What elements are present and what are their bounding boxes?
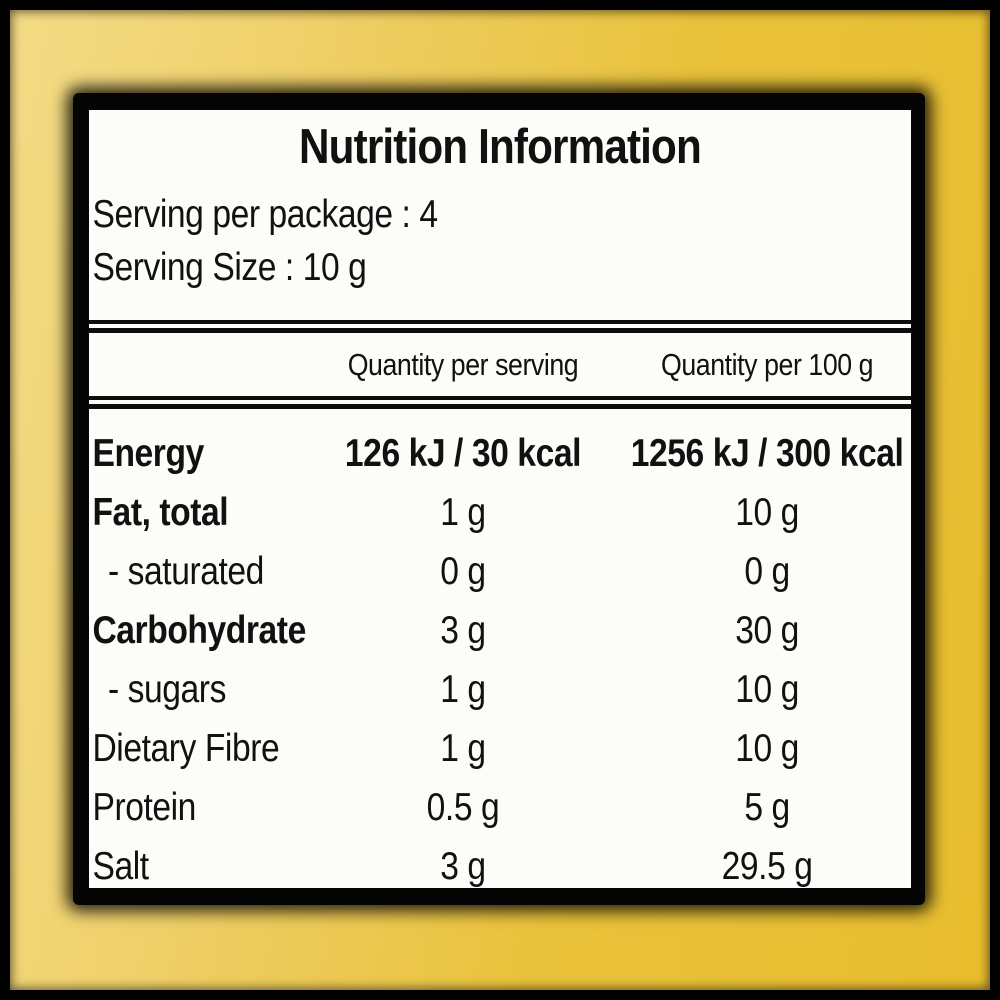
table-row: Carbohydrate 3 g 30 g: [89, 601, 911, 660]
nutrient-value-per-serving: 0 g: [440, 549, 486, 593]
nutrient-name: Energy: [92, 431, 204, 475]
nutrient-name: - saturated: [107, 549, 264, 593]
nutrient-value-per-100g: 0 g: [744, 549, 790, 593]
table-row: Dietary Fibre 1 g 10 g: [89, 719, 911, 778]
nutrient-value-per-serving: 126 kJ / 30 kcal: [344, 431, 582, 475]
nutrient-value-per-serving: 3 g: [440, 844, 486, 888]
nutrient-value-per-100g: 1256 kJ / 300 kcal: [630, 431, 904, 475]
nutrient-value-per-serving: 3 g: [440, 608, 486, 652]
serving-size: Serving Size : 10 g: [92, 246, 367, 289]
serving-per-package: Serving per package : 4: [92, 193, 438, 236]
table-row: Fat, total 1 g 10 g: [89, 483, 911, 542]
column-header-per-100g: Quantity per 100 g: [661, 346, 874, 382]
nutrient-value-per-100g: 5 g: [744, 785, 790, 829]
nutrient-value-per-serving: 1 g: [440, 726, 486, 770]
nutrient-value-per-100g: 30 g: [735, 608, 799, 652]
nutrition-title: Nutrition Information: [299, 120, 702, 174]
nutrient-name: Protein: [92, 785, 196, 829]
nutrient-name: - sugars: [107, 667, 226, 711]
table-row: - saturated 0 g 0 g: [89, 542, 911, 601]
nutrient-name: Fat, total: [92, 490, 229, 534]
rule-below-header: [89, 396, 911, 409]
nutrient-value-per-serving: 1 g: [440, 490, 486, 534]
nutrient-value-per-100g: 29.5 g: [721, 844, 813, 888]
nutrient-value-per-100g: 10 g: [735, 726, 799, 770]
nutrient-name: Salt: [92, 844, 149, 888]
nutrient-value-per-100g: 10 g: [735, 490, 799, 534]
nutrient-rows: Energy 126 kJ / 30 kcal 1256 kJ / 300 kc…: [89, 424, 911, 888]
table-row: Energy 126 kJ / 30 kcal 1256 kJ / 300 kc…: [89, 424, 911, 483]
nutrition-label-surface: Nutrition Information Serving per packag…: [89, 110, 911, 888]
serving-info: Serving per package : 4 Serving Size : 1…: [89, 188, 911, 294]
table-row: - sugars 1 g 10 g: [89, 660, 911, 719]
nutrient-value-per-serving: 1 g: [440, 667, 486, 711]
rule-above-header: [89, 320, 911, 333]
nutrient-name: Carbohydrate: [92, 608, 306, 652]
nutrient-name: Dietary Fibre: [92, 726, 280, 770]
column-header-per-serving: Quantity per serving: [347, 346, 579, 382]
table-row: Protein 0.5 g 5 g: [89, 778, 911, 837]
nutrition-label-panel: Nutrition Information Serving per packag…: [73, 93, 925, 905]
nutrient-value-per-serving: 0.5 g: [426, 785, 500, 829]
column-header-row: Quantity per serving Quantity per 100 g: [89, 333, 911, 396]
table-row: Salt 3 g 29.5 g: [89, 837, 911, 888]
nutrient-value-per-100g: 10 g: [735, 667, 799, 711]
